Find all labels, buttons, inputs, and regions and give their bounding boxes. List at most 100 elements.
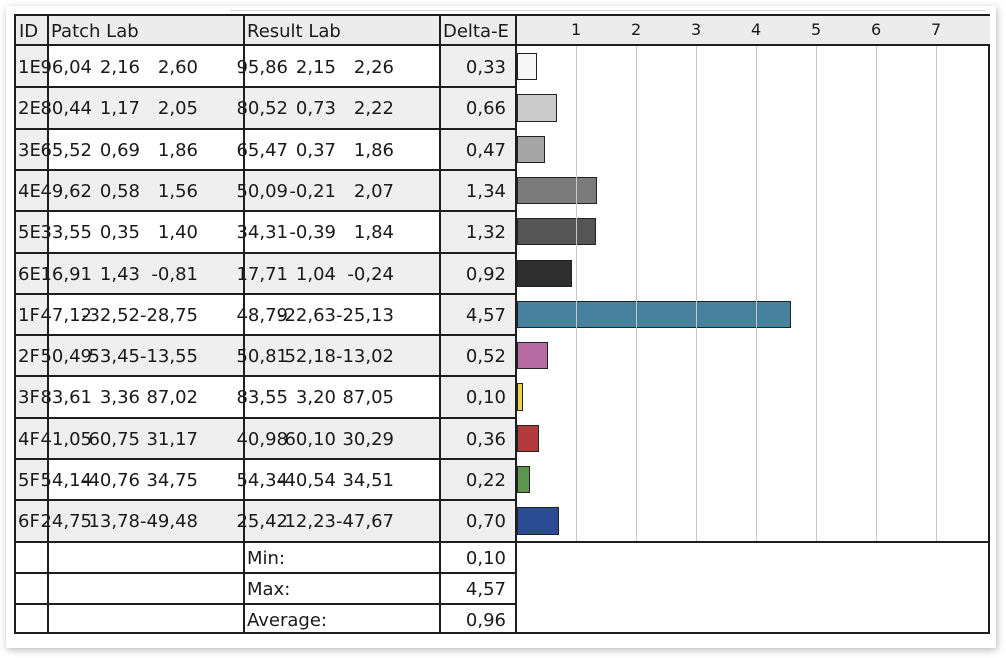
delta-cell-bg [440,46,516,88]
summary-divider [16,571,516,574]
result-lab-value: 40,98 [236,428,288,450]
delta-cell-bg [440,252,516,294]
delta-e-bar [517,300,792,329]
id-cell-bg [16,211,48,253]
result-lab-value: 3,20 [295,387,336,409]
patch-lab-value: 31,17 [146,428,198,450]
result-lab-value: -47,67 [335,511,394,533]
id-cell-bg [16,87,48,129]
result-lab-value: -13,02 [335,346,394,368]
result-lab-value: 34,51 [342,470,394,491]
delta-cell-bg [440,417,516,459]
row-divider [16,375,516,378]
delta-e-bar [517,342,549,370]
patch-lab-value: 13,78 [88,511,140,533]
row-id: 3E [18,139,41,161]
result-lab-value: 2,22 [353,98,394,120]
top-rule [230,10,985,11]
patch-lab-value: 0,69 [99,139,140,161]
row-id: 2E [18,98,41,120]
delta-e-value: 0,47 [465,139,506,161]
patch-lab-value: 1,86 [157,139,198,161]
row-id: 4E [18,180,41,202]
result-lab-value: 2,07 [353,180,394,202]
grid-line [576,46,577,542]
result-lab-value: -25,13 [335,304,394,326]
row-divider [16,210,516,213]
delta-cell-bg [440,211,516,253]
result-lab-value: 2,26 [353,57,394,78]
delta-cell-bg [440,293,516,336]
patch-lab-value: 83,61 [40,387,92,409]
result-lab-value: 2,15 [295,57,336,78]
tick-label: 7 [931,20,942,39]
delta-cell-bg [440,500,516,542]
patch-lab-value: -0,81 [151,263,198,285]
result-lab-value: -22,63 [277,304,336,326]
delta-e-bar [517,176,598,205]
patch-lab-value: 24,75 [40,511,92,533]
delta-e-value: 1,32 [465,222,506,244]
patch-lab-value: 33,55 [40,222,92,244]
column-divider [47,16,49,632]
result-lab-value: 50,81 [236,346,288,368]
result-lab-value: 17,71 [236,263,288,285]
delta-cell-bg [440,87,516,129]
patch-lab-value: 16,91 [40,263,92,285]
delta-e-bar [517,135,546,163]
delta-e-bar [517,507,559,535]
patch-lab-value: 80,44 [40,98,92,120]
result-lab-value: 87,05 [342,387,394,409]
result-lab-value: 1,84 [353,222,394,244]
delta-e-bar [517,424,539,452]
row-divider [16,334,516,337]
result-lab-value: 1,86 [353,139,394,161]
delta-e-value: 1,34 [465,180,506,202]
summary-label: Min: [247,547,286,569]
patch-lab-value: -40,76 [81,470,140,491]
result-lab-value: 54,34 [236,470,288,491]
patch-lab-value: 2,16 [99,57,140,78]
delta-e-value: 0,36 [465,428,506,450]
delta-e-value: 0,92 [465,263,506,285]
id-cell-bg [16,335,48,377]
result-lab-value: 52,18 [284,346,336,368]
chart-bottom-line [516,540,990,543]
grid-line [936,46,937,542]
patch-lab-value: 54,14 [40,470,92,491]
patch-lab-value: 1,17 [99,98,140,120]
patch-lab-value: 0,35 [99,222,140,244]
delta-e-value: 4,57 [465,304,506,326]
row-divider [16,416,516,419]
header-delta-e: Delta-E [440,16,516,46]
delta-e-bar [517,218,597,246]
result-lab-value: -0,21 [289,180,336,202]
result-lab-value: 30,29 [342,428,394,450]
summary-value: 0,96 [465,609,506,631]
patch-lab-value: 49,62 [40,180,92,202]
patch-lab-value: 53,45 [88,346,140,368]
row-divider [16,292,516,295]
delta-e-value: 0,52 [465,346,506,368]
row-id: 3F [18,387,40,409]
patch-lab-value: 96,04 [40,57,92,78]
result-lab-value: 80,52 [236,98,288,120]
delta-cell-bg [440,169,516,212]
delta-cell-bg [440,335,516,377]
summary-divider [16,602,516,605]
column-divider [439,16,441,632]
patch-lab-value: 1,40 [157,222,198,244]
delta-e-bar [517,94,557,122]
row-id: 5F [18,470,40,491]
patch-lab-value: -32,52 [81,304,140,326]
patch-lab-value: 1,43 [99,263,140,285]
patch-lab-value: -13,55 [139,346,198,368]
result-lab-value: 34,31 [236,222,288,244]
result-lab-value: -0,24 [347,263,394,285]
result-lab-value: 60,10 [284,428,336,450]
patch-lab-value: 65,52 [40,139,92,161]
id-cell-bg [16,169,48,212]
patch-lab-value: 3,36 [99,387,140,409]
id-cell-bg [16,128,48,170]
